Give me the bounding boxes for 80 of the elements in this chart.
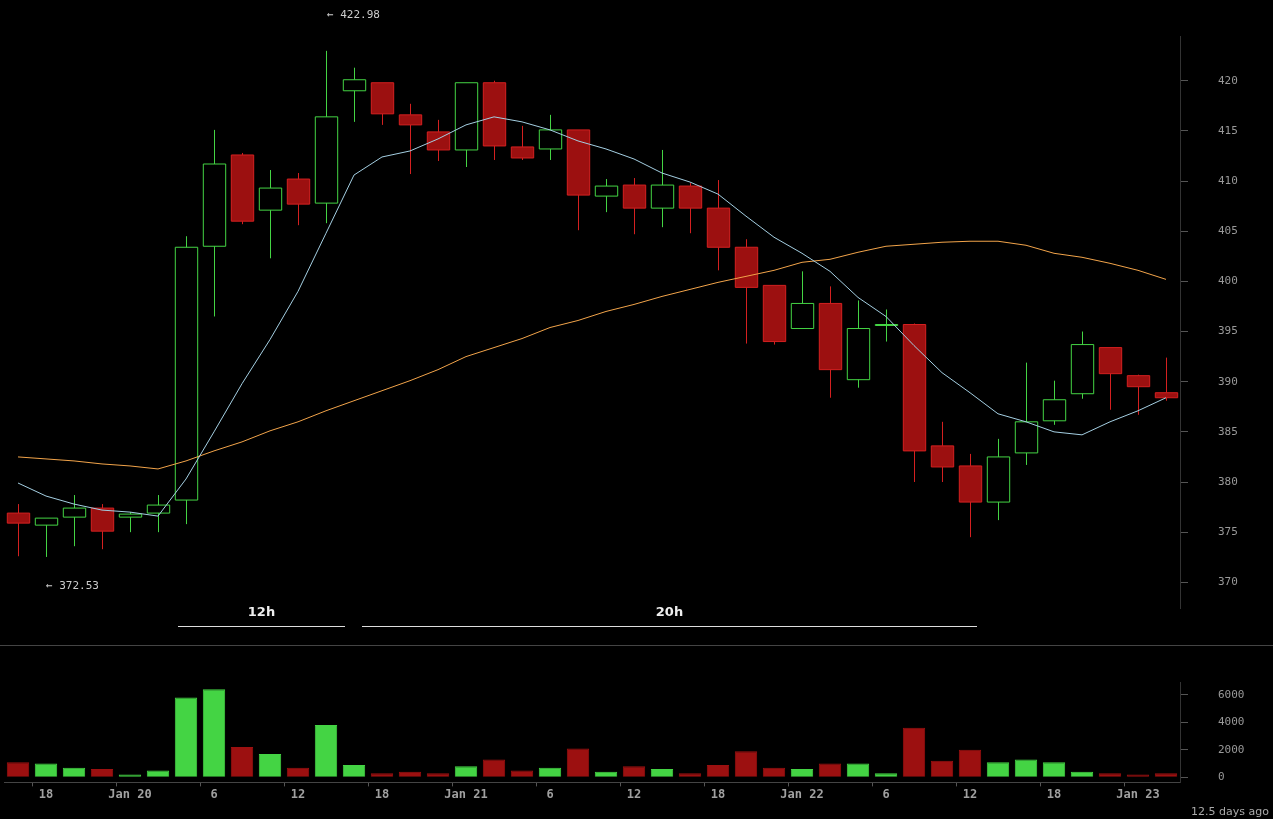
candlestick [1070, 331, 1095, 400]
y-tick-label: 0 [1218, 770, 1225, 784]
y-tick-label: 375 [1218, 525, 1238, 539]
candlestick [174, 235, 199, 525]
y-tick-label: 370 [1218, 575, 1238, 589]
candlestick [34, 517, 59, 558]
annotation: 20h [362, 604, 977, 627]
annotation: ← 372.53 [46, 579, 99, 592]
bar [174, 697, 198, 777]
candlestick [846, 299, 871, 389]
annotation: 12h [178, 604, 345, 627]
y-tick-label: 410 [1218, 173, 1238, 187]
x-tick-label: 6 [546, 786, 554, 801]
candlestick [1042, 380, 1067, 426]
text: 12.5 days ago [1191, 805, 1269, 818]
candlestick [62, 494, 87, 547]
y-tick-label: 6000 [1218, 687, 1245, 701]
candlestick [342, 67, 367, 123]
bar [902, 727, 926, 777]
candlestick [706, 179, 731, 271]
candlestick [762, 284, 787, 346]
y-tick-label: 390 [1218, 374, 1238, 388]
bar [482, 759, 506, 777]
x-tick-label: 12 [290, 786, 306, 801]
y-tick-label: 380 [1218, 474, 1238, 488]
x-tick-label: 18 [1046, 786, 1062, 801]
y-tick-label: 415 [1218, 123, 1238, 137]
x-tick-label: 6 [882, 786, 890, 801]
bar [230, 747, 254, 777]
y-tick-label: 395 [1218, 324, 1238, 338]
bar [1014, 759, 1038, 777]
bar [622, 766, 646, 777]
y-tick-label: 420 [1218, 73, 1238, 87]
bar [566, 748, 590, 777]
text: ← 422.98 [327, 8, 380, 21]
bar [706, 764, 730, 777]
y-tick-label: 405 [1218, 224, 1238, 238]
x-tick-label: Jan 20 [108, 786, 152, 801]
bar [454, 766, 478, 777]
bar [202, 689, 226, 777]
x-tick-label: Jan 22 [780, 786, 824, 801]
candlestick [314, 50, 339, 224]
y-tick-label: 385 [1218, 424, 1238, 438]
x-tick-label: 12 [962, 786, 978, 801]
candlestick [258, 169, 283, 259]
candlestick [818, 285, 843, 399]
bar [1042, 762, 1066, 777]
y-tick-label: 2000 [1218, 742, 1245, 756]
x-tick-label: Jan 21 [444, 786, 488, 801]
bar [146, 770, 170, 777]
candlestick [538, 114, 563, 161]
bar [342, 764, 366, 777]
bar [734, 751, 758, 777]
x-tick-label: Jan 23 [1116, 786, 1160, 801]
x-tick-label: 18 [38, 786, 54, 801]
bar [930, 760, 954, 777]
x-tick-label: 18 [710, 786, 726, 801]
candlestick [202, 129, 227, 317]
candlestick [986, 438, 1011, 521]
candlestick [454, 82, 479, 168]
y-tick-label: 400 [1218, 274, 1238, 288]
candlestick [650, 149, 675, 228]
x-tick-label: 12 [626, 786, 642, 801]
bar [510, 770, 534, 777]
bar [258, 753, 282, 777]
candlestick [146, 494, 171, 533]
bar [6, 762, 30, 777]
candlestick [1098, 347, 1123, 411]
candlestick [1014, 362, 1039, 466]
candlestick [790, 270, 815, 330]
candlestick [594, 178, 619, 213]
bar [314, 725, 338, 777]
y-tick-label: 4000 [1218, 715, 1245, 729]
candlestick [902, 324, 927, 483]
x-tick-label: 18 [374, 786, 390, 801]
bar [958, 749, 982, 777]
candlestick [370, 82, 395, 126]
x-tick-label: 6 [210, 786, 218, 801]
bar [986, 762, 1010, 777]
candlestick [874, 308, 899, 343]
